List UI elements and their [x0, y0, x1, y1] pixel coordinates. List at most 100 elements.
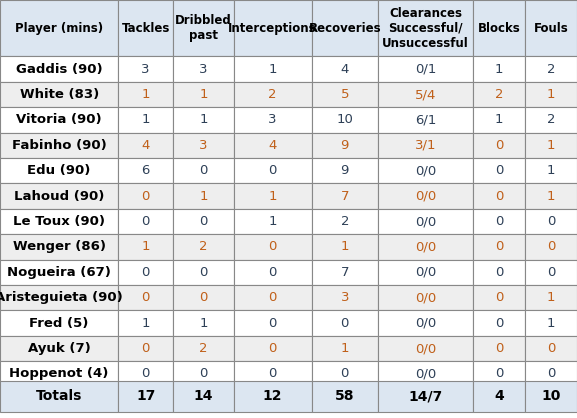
Bar	[378, 133, 473, 158]
Text: 0/0: 0/0	[415, 215, 436, 228]
Text: 12: 12	[263, 390, 282, 403]
Bar	[525, 285, 577, 311]
Text: 0: 0	[199, 367, 208, 380]
Text: 0: 0	[495, 266, 503, 279]
Text: 3: 3	[141, 63, 150, 76]
Text: 0: 0	[268, 367, 277, 380]
Text: Fred (5): Fred (5)	[29, 317, 89, 330]
Text: 0/0: 0/0	[415, 291, 436, 304]
Bar	[0, 82, 118, 107]
Text: 1: 1	[547, 164, 555, 177]
Text: 0/0: 0/0	[415, 342, 436, 355]
Bar	[118, 133, 173, 158]
Bar	[525, 260, 577, 285]
Bar	[312, 381, 378, 412]
Bar	[525, 133, 577, 158]
Bar	[525, 107, 577, 133]
Bar	[525, 336, 577, 361]
Bar	[173, 260, 234, 285]
Text: 9: 9	[340, 139, 349, 152]
Text: Dribbled
past: Dribbled past	[175, 14, 232, 42]
Text: 1: 1	[199, 190, 208, 203]
Text: 1: 1	[340, 240, 349, 253]
Bar	[378, 107, 473, 133]
Bar	[525, 158, 577, 184]
Bar	[234, 260, 312, 285]
Bar	[473, 158, 525, 184]
Text: 1: 1	[268, 63, 277, 76]
Text: Nogueira (67): Nogueira (67)	[7, 266, 111, 279]
Text: 1: 1	[268, 190, 277, 203]
Bar	[234, 336, 312, 361]
Bar	[312, 107, 378, 133]
Text: White (83): White (83)	[20, 88, 99, 101]
Bar	[473, 209, 525, 234]
Text: 0: 0	[141, 291, 150, 304]
Bar	[312, 184, 378, 209]
Text: 1: 1	[199, 113, 208, 126]
Bar	[473, 336, 525, 361]
Bar	[378, 260, 473, 285]
Text: 2: 2	[268, 88, 277, 101]
Text: 2: 2	[547, 113, 555, 126]
Bar	[0, 158, 118, 184]
Bar	[173, 0, 234, 56]
Bar	[118, 107, 173, 133]
Bar	[378, 311, 473, 336]
Bar	[473, 381, 525, 412]
Bar	[473, 234, 525, 260]
Bar	[0, 234, 118, 260]
Text: 0: 0	[495, 164, 503, 177]
Bar	[173, 336, 234, 361]
Bar	[378, 0, 473, 56]
Bar	[0, 311, 118, 336]
Text: 6/1: 6/1	[415, 113, 436, 126]
Bar	[234, 184, 312, 209]
Bar	[118, 311, 173, 336]
Bar	[234, 285, 312, 311]
Text: 0/0: 0/0	[415, 266, 436, 279]
Bar	[312, 56, 378, 82]
Bar	[0, 0, 118, 56]
Bar	[0, 381, 118, 412]
Bar	[473, 82, 525, 107]
Bar	[0, 285, 118, 311]
Text: Blocks: Blocks	[478, 22, 520, 35]
Text: 4: 4	[494, 390, 504, 403]
Bar	[118, 260, 173, 285]
Bar	[234, 361, 312, 387]
Bar	[525, 234, 577, 260]
Text: 0: 0	[340, 317, 349, 330]
Bar	[312, 285, 378, 311]
Bar	[173, 361, 234, 387]
Text: 3: 3	[199, 63, 208, 76]
Bar	[234, 209, 312, 234]
Text: 1: 1	[340, 342, 349, 355]
Bar	[473, 133, 525, 158]
Text: Ayuk (7): Ayuk (7)	[28, 342, 91, 355]
Text: 0: 0	[495, 291, 503, 304]
Bar	[118, 285, 173, 311]
Text: 0/0: 0/0	[415, 240, 436, 253]
Bar	[378, 285, 473, 311]
Text: Tackles: Tackles	[122, 22, 170, 35]
Text: 6: 6	[141, 164, 150, 177]
Text: 0: 0	[199, 291, 208, 304]
Text: 0/0: 0/0	[415, 190, 436, 203]
Text: 17: 17	[136, 390, 155, 403]
Text: 0: 0	[495, 190, 503, 203]
Text: 1: 1	[268, 215, 277, 228]
Text: 0: 0	[268, 266, 277, 279]
Text: 0: 0	[199, 266, 208, 279]
Bar	[234, 56, 312, 82]
Bar	[0, 184, 118, 209]
Bar	[173, 56, 234, 82]
Text: 0: 0	[141, 266, 150, 279]
Text: 2: 2	[340, 215, 349, 228]
Text: 4: 4	[340, 63, 349, 76]
Text: 0: 0	[268, 240, 277, 253]
Text: 1: 1	[495, 63, 503, 76]
Bar	[473, 107, 525, 133]
Text: 10: 10	[336, 113, 353, 126]
Text: 3: 3	[199, 139, 208, 152]
